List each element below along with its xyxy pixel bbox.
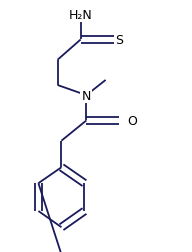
Text: H₂N: H₂N xyxy=(69,9,93,22)
Text: N: N xyxy=(82,89,91,102)
Text: O: O xyxy=(127,114,137,128)
Text: S: S xyxy=(115,34,123,47)
